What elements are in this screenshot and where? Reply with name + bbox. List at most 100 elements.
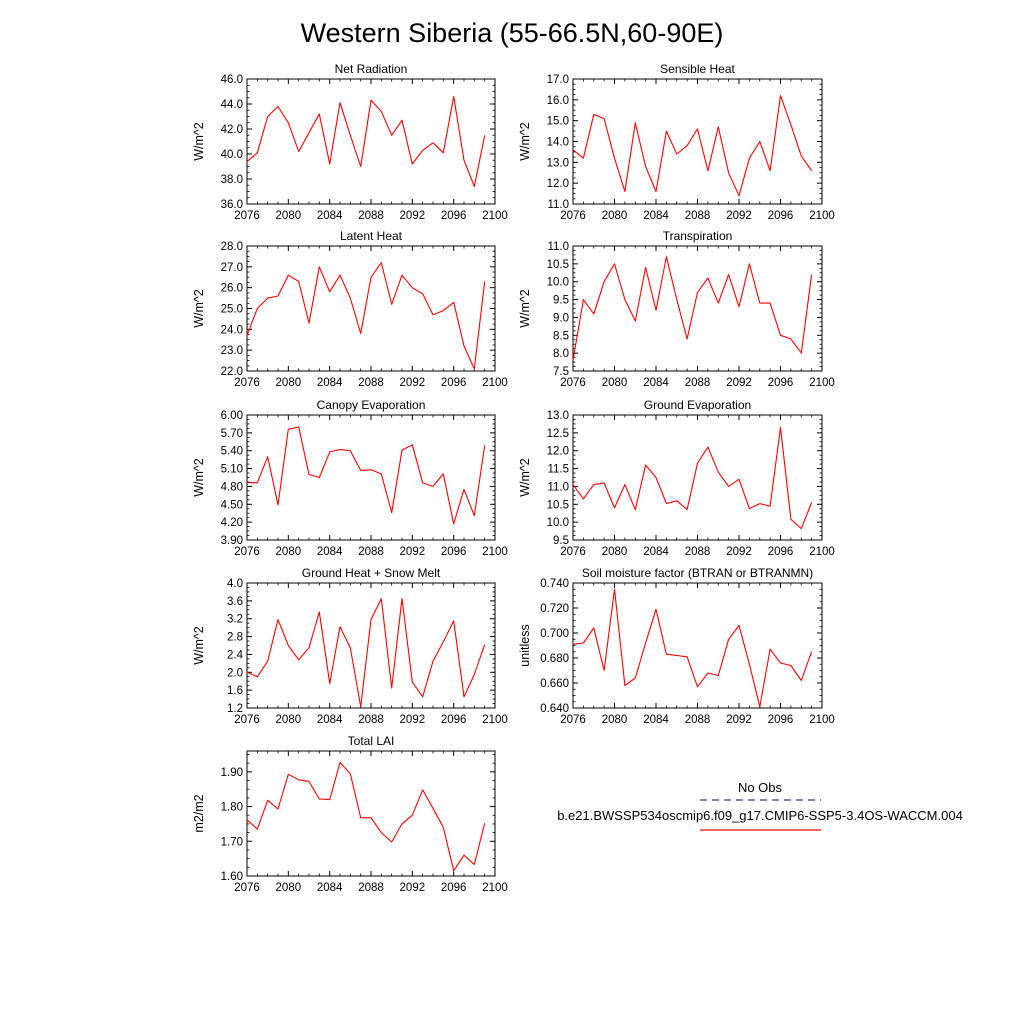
x-tick-label: 2096 xyxy=(441,210,467,222)
y-tick-label: 9.5 xyxy=(553,535,569,547)
y-tick-label: 1.70 xyxy=(221,836,243,848)
y-tick-label: 11.0 xyxy=(547,241,569,253)
y-axis-label: unitless xyxy=(518,624,532,666)
x-tick-label: 2084 xyxy=(317,546,343,558)
y-tick-label: 15.0 xyxy=(547,116,569,128)
panels: Net Radiation W/m^2 2076 2080 2084 2088 2092 20… xyxy=(192,62,835,894)
x-tick-label: 2096 xyxy=(768,377,794,389)
x-tick-label: 2076 xyxy=(560,546,586,558)
legend-model-label: b.e21.BWSSP534oscmip6.f09_g17.CMIP6-SSP5… xyxy=(557,808,963,823)
y-axis-label: W/m^2 xyxy=(192,458,206,497)
x-tick-label: 2076 xyxy=(560,377,586,389)
y-tick-label: 11.0 xyxy=(547,199,569,211)
panel-title: Latent Heat xyxy=(340,229,403,243)
plot-frame xyxy=(572,245,823,372)
y-tick-label: 4.0 xyxy=(227,578,243,590)
x-tick-label: 2088 xyxy=(685,714,711,726)
panel-title: Canopy Evaporation xyxy=(317,398,426,412)
series-line xyxy=(572,426,813,530)
y-tick-label: 12.5 xyxy=(547,428,569,440)
y-tick-label: 38.0 xyxy=(221,174,243,186)
x-tick-label: 2076 xyxy=(234,714,260,726)
x-tick-label: 2092 xyxy=(726,714,752,726)
plot-frame xyxy=(246,78,496,205)
y-tick-label: 5.40 xyxy=(221,446,243,458)
x-tick-label: 2100 xyxy=(482,377,508,389)
x-tick-label: 2100 xyxy=(809,210,835,222)
x-tick-label: 2100 xyxy=(482,546,508,558)
y-axis-label: W/m^2 xyxy=(192,626,206,665)
y-tick-label: 17.0 xyxy=(547,74,569,86)
series-line xyxy=(246,761,486,872)
x-tick-label: 2096 xyxy=(441,377,467,389)
y-tick-label: 4.80 xyxy=(221,481,243,493)
panel-title: Total LAI xyxy=(348,734,395,748)
panel-ground-evaporation: Ground Evaporation W/m^2 2076 2080 2084 2088 2… xyxy=(518,398,835,558)
x-tick-label: 2076 xyxy=(234,882,260,894)
panel-transpiration: Transpiration W/m^2 2076 2080 2084 2088 2092 20… xyxy=(518,229,835,389)
y-tick-label: 2.4 xyxy=(227,649,244,661)
y-tick-label: 1.6 xyxy=(227,685,243,697)
y-tick-label: 10.0 xyxy=(547,277,569,289)
x-tick-label: 2092 xyxy=(400,210,426,222)
y-tick-label: 0.700 xyxy=(540,628,569,640)
y-tick-label: 28.0 xyxy=(221,241,243,253)
x-tick-label: 2100 xyxy=(482,882,508,894)
y-tick-label: 46.0 xyxy=(221,74,243,86)
y-axis-label: W/m^2 xyxy=(518,122,532,161)
plot-frame xyxy=(572,414,823,541)
x-tick-label: 2084 xyxy=(643,714,669,726)
x-tick-label: 2084 xyxy=(317,210,343,222)
plot-frame xyxy=(246,245,496,372)
x-tick-label: 2092 xyxy=(726,210,752,222)
x-tick-label: 2088 xyxy=(358,377,384,389)
x-tick-label: 2088 xyxy=(358,210,384,222)
x-tick-label: 2088 xyxy=(358,714,384,726)
x-tick-label: 2084 xyxy=(643,377,669,389)
y-tick-label: 1.60 xyxy=(221,871,243,883)
x-tick-label: 2096 xyxy=(441,546,467,558)
x-tick-label: 2080 xyxy=(602,377,628,389)
y-tick-label: 0.640 xyxy=(540,703,569,715)
series-line xyxy=(572,588,813,708)
y-tick-label: 23.0 xyxy=(221,345,243,357)
series-line xyxy=(246,95,486,188)
y-tick-label: 1.90 xyxy=(221,767,243,779)
y-tick-label: 3.2 xyxy=(227,614,243,626)
x-tick-label: 2096 xyxy=(441,714,467,726)
panel-title: Ground Heat + Snow Melt xyxy=(302,566,441,580)
y-tick-label: 12.0 xyxy=(547,178,569,190)
y-tick-label: 11.5 xyxy=(547,464,569,476)
plot-frame xyxy=(246,582,496,709)
panel-title: Sensible Heat xyxy=(660,62,735,76)
x-tick-label: 2092 xyxy=(400,377,426,389)
x-tick-label: 2092 xyxy=(726,377,752,389)
y-axis-label: m2/m2 xyxy=(192,794,206,832)
y-tick-label: 11.0 xyxy=(547,481,569,493)
panel-total-lai: Total LAI m2/m2 2076 2080 2084 2088 2092 2096 21… xyxy=(192,734,508,894)
y-axis-label: W/m^2 xyxy=(192,289,206,328)
x-tick-label: 2076 xyxy=(560,210,586,222)
y-tick-label: 4.50 xyxy=(221,499,243,511)
panel-latent-heat: Latent Heat W/m^2 2076 2080 2084 2088 2092 2096… xyxy=(192,229,508,389)
x-tick-label: 2100 xyxy=(482,714,508,726)
y-tick-label: 0.740 xyxy=(540,578,569,590)
x-tick-label: 2084 xyxy=(643,546,669,558)
x-tick-label: 2096 xyxy=(768,210,794,222)
y-tick-label: 5.70 xyxy=(221,428,243,440)
x-tick-label: 2080 xyxy=(276,882,302,894)
x-tick-label: 2084 xyxy=(643,210,669,222)
x-tick-label: 2084 xyxy=(317,882,343,894)
x-tick-label: 2092 xyxy=(400,882,426,894)
y-tick-label: 9.0 xyxy=(553,312,569,324)
y-axis-label: W/m^2 xyxy=(518,289,532,328)
x-tick-label: 2092 xyxy=(400,546,426,558)
x-tick-label: 2092 xyxy=(400,714,426,726)
y-tick-label: 10.5 xyxy=(547,499,569,511)
x-tick-label: 2096 xyxy=(441,882,467,894)
x-tick-label: 2076 xyxy=(234,546,260,558)
x-tick-label: 2088 xyxy=(685,546,711,558)
series-line xyxy=(572,256,813,361)
panel-title: Transpiration xyxy=(663,229,733,243)
x-tick-label: 2100 xyxy=(809,377,835,389)
